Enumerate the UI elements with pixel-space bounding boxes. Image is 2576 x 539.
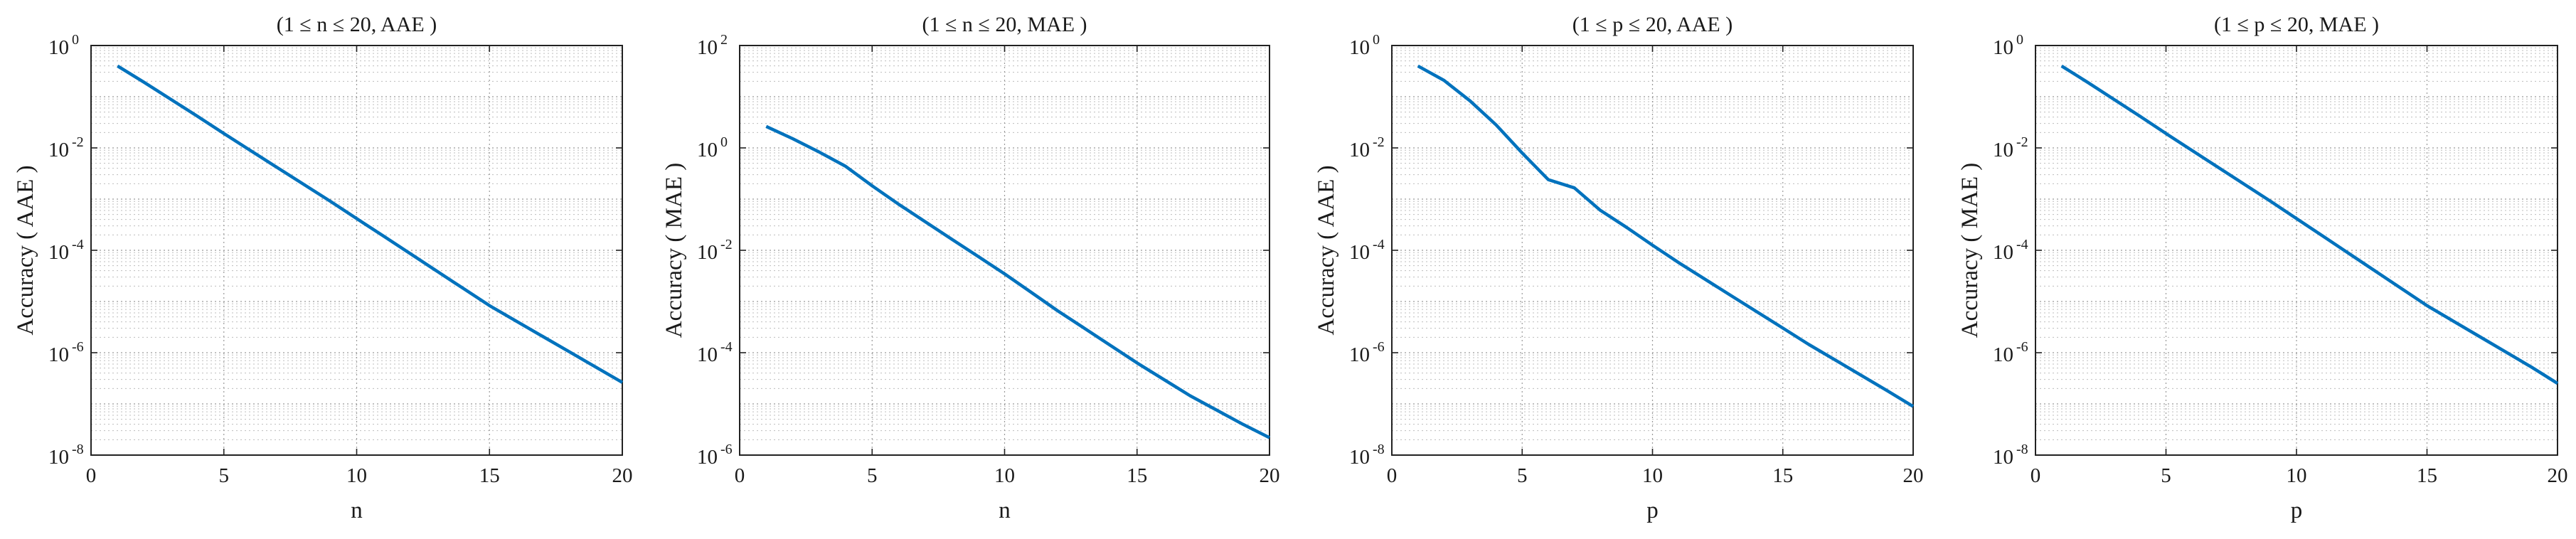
series-line bbox=[117, 64, 624, 384]
x-axis-label: n bbox=[351, 498, 363, 523]
x-tick-label: 10 bbox=[2287, 464, 2307, 487]
y-tick-exponent: -6 bbox=[72, 339, 84, 355]
x-tick-label: 0 bbox=[2031, 464, 2041, 487]
x-axis-label: n bbox=[999, 498, 1011, 523]
y-tick-exponent: 0 bbox=[720, 134, 728, 150]
y-tick-label: 10 bbox=[1993, 446, 2013, 469]
x-tick-label: 0 bbox=[735, 464, 745, 487]
x-tick-label: 5 bbox=[1517, 464, 1528, 487]
y-tick-exponent: -6 bbox=[2016, 339, 2028, 355]
x-tick-label: 5 bbox=[2161, 464, 2171, 487]
y-tick-exponent: -6 bbox=[720, 442, 733, 457]
y-tick-label: 10 bbox=[697, 139, 718, 161]
x-tick-label: 20 bbox=[612, 464, 633, 487]
y-tick-label: 10 bbox=[48, 241, 69, 264]
x-tick-label: 10 bbox=[994, 464, 1015, 487]
y-tick-exponent: -4 bbox=[72, 237, 84, 252]
y-tick-exponent: -4 bbox=[1373, 237, 1385, 252]
y-tick-label: 10 bbox=[1349, 139, 1370, 161]
x-tick-label: 15 bbox=[479, 464, 500, 487]
y-tick-exponent: 0 bbox=[72, 32, 79, 48]
x-tick-label: 10 bbox=[1642, 464, 1663, 487]
chart-title: (1 ≤ p ≤ 20, MAE ) bbox=[2214, 13, 2379, 36]
y-tick-exponent: 0 bbox=[2016, 32, 2023, 48]
y-tick-label: 10 bbox=[697, 446, 718, 469]
x-tick-label: 15 bbox=[1127, 464, 1147, 487]
y-axis-label: Accuracy ( AAE ) bbox=[1314, 165, 1339, 335]
y-axis-label: Accuracy ( MAE ) bbox=[661, 163, 687, 338]
y-tick-label: 10 bbox=[697, 241, 718, 264]
y-tick-exponent: 0 bbox=[1373, 32, 1380, 48]
y-tick-exponent: -6 bbox=[1373, 339, 1385, 355]
y-tick-exponent: -8 bbox=[1373, 442, 1385, 457]
y-tick-label: 10 bbox=[48, 446, 69, 469]
y-tick-label: 10 bbox=[48, 343, 69, 366]
x-tick-label: 20 bbox=[1260, 464, 1280, 487]
y-tick-exponent: -8 bbox=[72, 442, 84, 457]
y-tick-exponent: -2 bbox=[2016, 134, 2028, 150]
y-tick-exponent: -4 bbox=[720, 339, 733, 355]
x-tick-label: 10 bbox=[346, 464, 367, 487]
x-tick-label: 5 bbox=[219, 464, 230, 487]
y-tick-label: 10 bbox=[1993, 139, 2013, 161]
x-axis-label: p bbox=[2291, 498, 2303, 523]
chart-title: (1 ≤ p ≤ 20, AAE ) bbox=[1572, 13, 1733, 36]
x-tick-label: 0 bbox=[86, 464, 97, 487]
y-tick-label: 10 bbox=[1349, 343, 1370, 366]
y-tick-label: 10 bbox=[48, 36, 69, 59]
y-tick-label: 10 bbox=[1993, 241, 2013, 264]
y-tick-label: 10 bbox=[697, 36, 718, 59]
x-tick-label: 5 bbox=[867, 464, 878, 487]
series-line bbox=[1417, 64, 1915, 408]
y-tick-exponent: -2 bbox=[72, 134, 84, 150]
y-tick-label: 10 bbox=[1349, 446, 1370, 469]
series-line bbox=[765, 124, 1271, 439]
y-tick-exponent: 2 bbox=[720, 32, 728, 48]
x-tick-label: 15 bbox=[2417, 464, 2437, 487]
x-axis-label: p bbox=[1646, 498, 1659, 523]
y-tick-label: 10 bbox=[48, 139, 69, 161]
x-tick-label: 15 bbox=[1772, 464, 1793, 487]
y-tick-exponent: -8 bbox=[2016, 442, 2028, 457]
x-tick-label: 0 bbox=[1387, 464, 1398, 487]
y-tick-label: 10 bbox=[697, 343, 718, 366]
y-tick-label: 10 bbox=[1349, 36, 1370, 59]
y-axis-label: Accuracy ( AAE ) bbox=[13, 165, 38, 335]
y-tick-label: 10 bbox=[1349, 241, 1370, 264]
series-line bbox=[2060, 64, 2559, 385]
y-tick-exponent: -2 bbox=[720, 237, 733, 252]
y-axis-label: Accuracy ( MAE ) bbox=[1957, 163, 1983, 338]
x-tick-label: 20 bbox=[2548, 464, 2568, 487]
chart-title: (1 ≤ n ≤ 20, AAE ) bbox=[277, 13, 437, 36]
y-tick-exponent: -2 bbox=[1373, 134, 1385, 150]
y-tick-label: 10 bbox=[1993, 36, 2013, 59]
y-tick-exponent: -4 bbox=[2016, 237, 2028, 252]
x-tick-label: 20 bbox=[1903, 464, 1924, 487]
y-tick-label: 10 bbox=[1993, 343, 2013, 366]
chart-title: (1 ≤ n ≤ 20, MAE ) bbox=[922, 13, 1087, 36]
